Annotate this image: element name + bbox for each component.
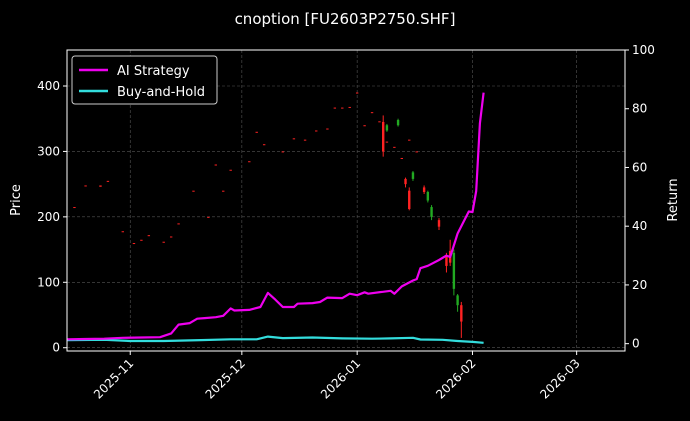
candle [422, 187, 426, 192]
plot-frame [66, 49, 626, 352]
candle [262, 144, 266, 146]
y-right-tick-label: 20 [632, 278, 647, 292]
y-tick-label: 0 [52, 341, 60, 355]
candle [147, 235, 151, 237]
y-tick-label: 200 [37, 210, 60, 224]
candle [341, 107, 344, 109]
y-axis-label: Price [9, 184, 24, 216]
candle [370, 112, 374, 114]
y-axis-right: 0 20 40 60 80 100 [625, 43, 655, 351]
candle [415, 151, 418, 153]
candle [207, 216, 210, 218]
candle [281, 151, 284, 153]
candle [452, 252, 456, 289]
candle [408, 190, 411, 210]
candle [393, 146, 396, 148]
candle [445, 256, 448, 266]
legend-label-ai-strategy: AI Strategy [117, 64, 190, 79]
ai-strategy-line [66, 92, 485, 341]
candle [292, 138, 296, 140]
grid [67, 50, 625, 351]
candle [106, 180, 110, 182]
y-right-tick-label: 60 [632, 160, 647, 174]
candle [411, 172, 415, 179]
candle [355, 92, 359, 94]
candle [396, 120, 400, 126]
candle [73, 207, 76, 209]
y-tick-label: 100 [37, 275, 60, 289]
candle [426, 191, 430, 201]
candle [315, 130, 318, 132]
candle [84, 185, 87, 187]
candle [385, 141, 389, 143]
candle [378, 121, 381, 123]
candle [162, 241, 165, 243]
y-right-tick-label: 0 [632, 337, 640, 351]
candle [437, 220, 441, 227]
legend: AI Strategy Buy-and-Hold [71, 55, 218, 105]
candle [456, 295, 459, 306]
candle [333, 107, 337, 109]
candle [248, 161, 251, 163]
candle [385, 125, 389, 131]
candle [169, 236, 173, 238]
candle [400, 157, 403, 159]
candle [408, 139, 411, 141]
candle [326, 128, 329, 130]
candle [177, 223, 180, 225]
y-right-tick-label: 80 [632, 102, 647, 116]
y-right-tick-label: 100 [632, 43, 655, 57]
candle [430, 207, 433, 217]
y-right-tick-label: 40 [632, 219, 647, 233]
candle [140, 239, 143, 241]
candle [303, 139, 307, 141]
candle [229, 169, 232, 171]
candle [222, 190, 225, 192]
y-tick-label: 300 [37, 144, 60, 158]
candle [404, 178, 407, 185]
candle [363, 125, 366, 127]
candle [132, 243, 136, 245]
y-tick-label: 400 [37, 79, 60, 93]
candle [255, 131, 258, 133]
candle [192, 190, 195, 192]
series-lines [66, 92, 485, 344]
legend-box [71, 55, 218, 105]
candle [99, 185, 102, 187]
candle [348, 106, 351, 108]
chart-title: cnoption [FU2603P2750.SHF] [235, 10, 456, 28]
candle [214, 164, 217, 166]
candle [382, 121, 385, 152]
candle [121, 231, 124, 233]
candle [460, 305, 463, 322]
buy-and-hold-line [66, 335, 484, 344]
y-axis-right-label: Return [666, 178, 681, 221]
y-axis-left: 0 100 200 300 400 [37, 79, 67, 355]
legend-label-buy-and-hold: Buy-and-Hold [117, 85, 205, 100]
